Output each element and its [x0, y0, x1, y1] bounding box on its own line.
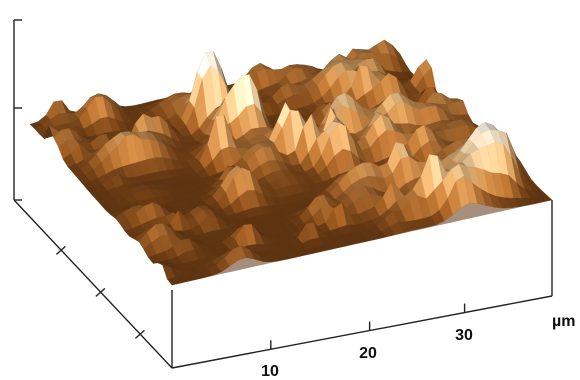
x-tick-label-10: 10: [261, 363, 279, 380]
axis-frame: [13, 20, 553, 369]
x-tick-label-30: 30: [455, 327, 473, 344]
depth-axis-tick-3: [134, 329, 145, 339]
front-x-axis: [171, 295, 553, 369]
surface-topography: [29, 39, 553, 286]
x-axis-unit-label: µm: [552, 313, 575, 330]
x-tick-label-20: 20: [359, 345, 377, 362]
surface-front-skirt: [172, 200, 552, 285]
left-depth-axis: [13, 199, 173, 369]
depth-axis-tick-1: [55, 245, 66, 255]
axis-ticks: [14, 19, 466, 350]
x-tick-labels: 10 20 30 µm: [261, 313, 575, 380]
depth-axis-tick-2: [95, 287, 106, 297]
